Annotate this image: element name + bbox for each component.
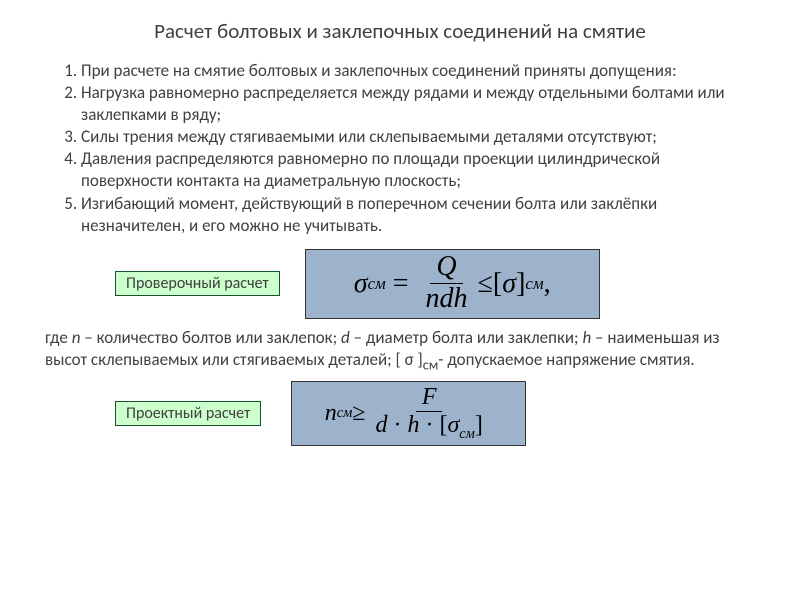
fraction: Q ndh <box>420 252 474 315</box>
fraction-2: F d · h · [σсм] <box>369 384 488 442</box>
numerator-2: F <box>416 384 443 411</box>
comma: , <box>544 268 551 300</box>
equals-sign: = <box>386 268 416 300</box>
design-label: Проектный расчет <box>115 401 261 426</box>
list-item: Нагрузка равномерно распределяется между… <box>81 82 755 126</box>
denominator-2: d · h · [σсм] <box>369 412 488 443</box>
bracket-right: ] <box>516 268 525 300</box>
n-symbol: n <box>325 400 337 427</box>
numerator: Q <box>430 252 462 284</box>
geq-sign: ≥ <box>352 400 365 427</box>
bracket-left: [ <box>493 268 502 300</box>
sigma-allowed-sub: см <box>525 274 543 294</box>
list-item: Силы трения между стягиваемыми или склеп… <box>81 126 755 148</box>
design-row: Проектный расчет nсм ≥ F d · h · [σсм] <box>115 381 755 446</box>
design-formula: nсм ≥ F d · h · [σсм] <box>291 381 526 446</box>
verification-formula: σсм = Q ndh ≤ [σ]см, <box>305 249 600 319</box>
sigma-allowed: σ <box>502 268 516 300</box>
verification-row: Проверочный расчет σсм = Q ndh ≤ [σ]см, <box>115 249 755 319</box>
leq-sign: ≤ <box>478 268 493 300</box>
assumptions-list: При расчете на смятие болтовых и заклепо… <box>45 60 755 237</box>
denominator: ndh <box>420 284 474 315</box>
variable-description: где n – количество болтов или заклепок; … <box>45 327 755 375</box>
list-item: Давления распределяются равномерно по пл… <box>81 148 755 192</box>
list-item: При расчете на смятие болтовых и заклепо… <box>81 60 755 82</box>
page-title: Расчет болтовых и заклепочных соединений… <box>45 18 755 44</box>
list-item: Изгибающий момент, действующий в попереч… <box>81 193 755 237</box>
n-sub: см <box>337 405 353 422</box>
sigma-sub: см <box>368 274 386 294</box>
sigma-symbol: σ <box>354 268 368 300</box>
verification-label: Проверочный расчет <box>115 271 280 296</box>
